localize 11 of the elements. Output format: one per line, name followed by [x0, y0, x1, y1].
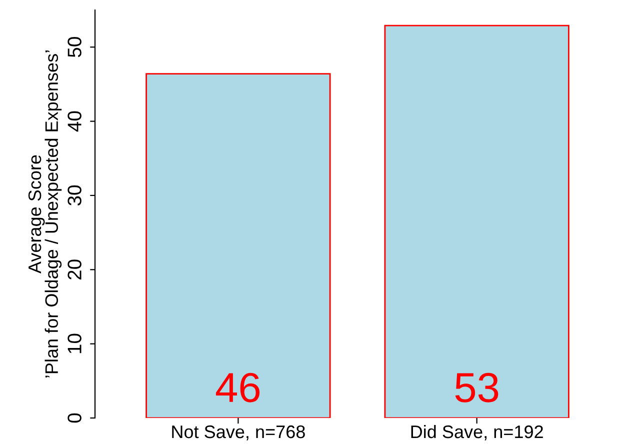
- x-tick-label: Not Save, n=768: [172, 425, 305, 440]
- y-tick-label: 50: [68, 37, 82, 58]
- data-label: 53: [455, 372, 498, 402]
- data-label: 46: [216, 372, 260, 402]
- x-tick-label: Did Save, n=192: [411, 424, 543, 440]
- y-tick-label: 40: [68, 111, 82, 132]
- y-tick-label: 10: [68, 334, 82, 354]
- y-axis-title: Average Score ’Plan for Oldage / Unexpected Expenses’: [28, 50, 62, 378]
- y-tick-label: 0: [68, 413, 82, 423]
- y-tick-label: 20: [68, 260, 82, 280]
- y-tick-label: 30: [68, 185, 82, 206]
